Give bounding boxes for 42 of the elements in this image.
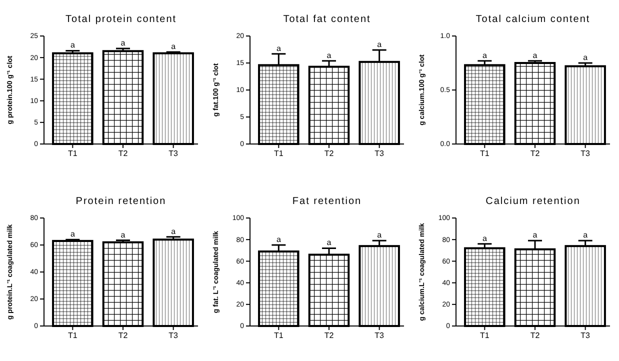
x-tick-label: T1 [480,331,490,340]
x-tick-label: T3 [580,331,591,340]
annotation: a [532,230,538,240]
chart-title: Protein retention [76,196,166,207]
x-tick-label: T2 [118,331,128,340]
chart-title: Calcium retention [486,196,580,207]
annotation: a [276,44,282,53]
annotation: a [171,42,176,51]
x-tick-label: T3 [374,331,385,340]
x-tick-label: T2 [324,149,334,158]
annotation: a [583,53,588,62]
x-tick-label: T1 [274,331,284,340]
annotation: a [482,50,488,60]
x-tick-label: T1 [274,149,284,158]
x-tick-label: T2 [530,149,540,158]
annotation: a [326,238,332,248]
chart-title: Total calcium content [476,14,590,25]
annotation: a [326,50,332,60]
annotation: a [171,226,176,236]
x-tick-label: T1 [480,149,490,158]
chart-title: Total fat content [283,14,371,25]
x-tick-label: T2 [530,331,540,340]
annotation: a [532,50,538,60]
x-tick-label: T3 [580,149,591,158]
chart-title: Total protein content [65,14,177,25]
annotation: a [70,40,76,50]
x-tick-label: T3 [168,331,179,340]
x-tick-label: T2 [118,149,128,158]
chart-title: Fat retention [292,196,362,207]
x-tick-label: T2 [324,331,334,340]
annotation: a [583,230,588,240]
x-tick-label: T3 [168,149,179,158]
x-tick-label: T3 [374,149,385,158]
annotation: a [120,230,126,240]
annotation: a [276,235,282,244]
annotation: a [70,230,76,239]
annotation: a [377,40,382,50]
annotation: a [482,234,488,243]
x-tick-label: T1 [68,331,78,340]
annotation: a [120,38,126,48]
x-tick-label: T1 [68,149,78,158]
annotation: a [377,230,382,240]
